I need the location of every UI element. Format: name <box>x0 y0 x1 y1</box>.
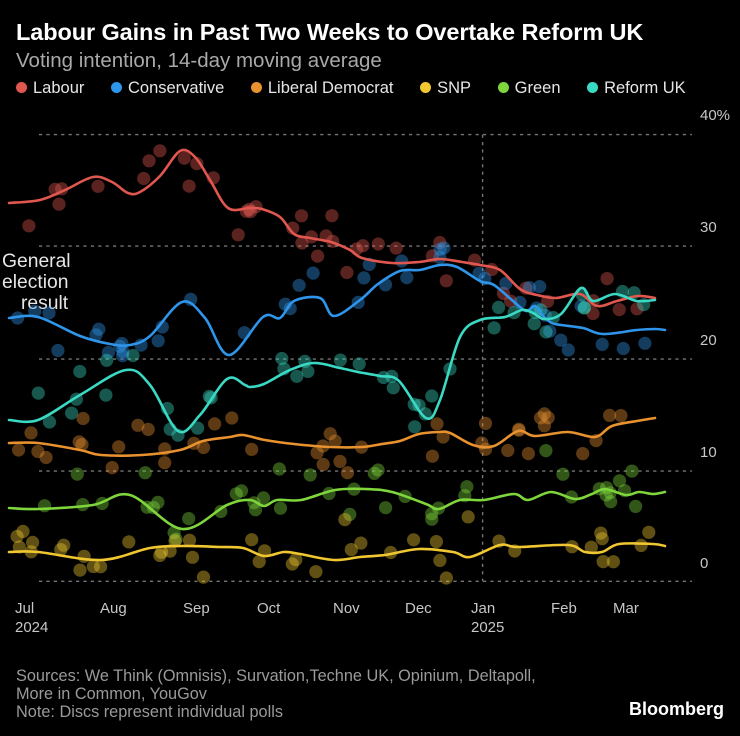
svg-text:30: 30 <box>700 219 717 236</box>
svg-text:Jan: Jan <box>471 600 495 617</box>
svg-text:More in Common, YouGov: More in Common, YouGov <box>16 685 208 703</box>
svg-text:General: General <box>2 251 71 272</box>
svg-text:0: 0 <box>700 555 708 572</box>
svg-text:40%: 40% <box>700 107 730 124</box>
svg-text:Jul: Jul <box>15 600 34 617</box>
svg-text:2025: 2025 <box>471 619 504 636</box>
svg-text:Feb: Feb <box>551 600 577 617</box>
svg-text:10: 10 <box>700 444 717 461</box>
svg-text:Bloomberg: Bloomberg <box>629 699 724 719</box>
svg-text:Sep: Sep <box>183 600 210 617</box>
svg-text:Mar: Mar <box>613 600 639 617</box>
svg-text:election: election <box>2 272 68 293</box>
svg-text:Sources: We Think (Omnisis), S: Sources: We Think (Omnisis), Survation,T… <box>16 667 536 685</box>
svg-text:2024: 2024 <box>15 619 48 636</box>
svg-text:20: 20 <box>700 332 717 349</box>
svg-text:Note: Discs represent individu: Note: Discs represent individual polls <box>16 703 283 721</box>
svg-text:Dec: Dec <box>405 600 432 617</box>
svg-text:Nov: Nov <box>333 600 360 617</box>
svg-text:Aug: Aug <box>100 600 127 617</box>
svg-text:Oct: Oct <box>257 600 281 617</box>
